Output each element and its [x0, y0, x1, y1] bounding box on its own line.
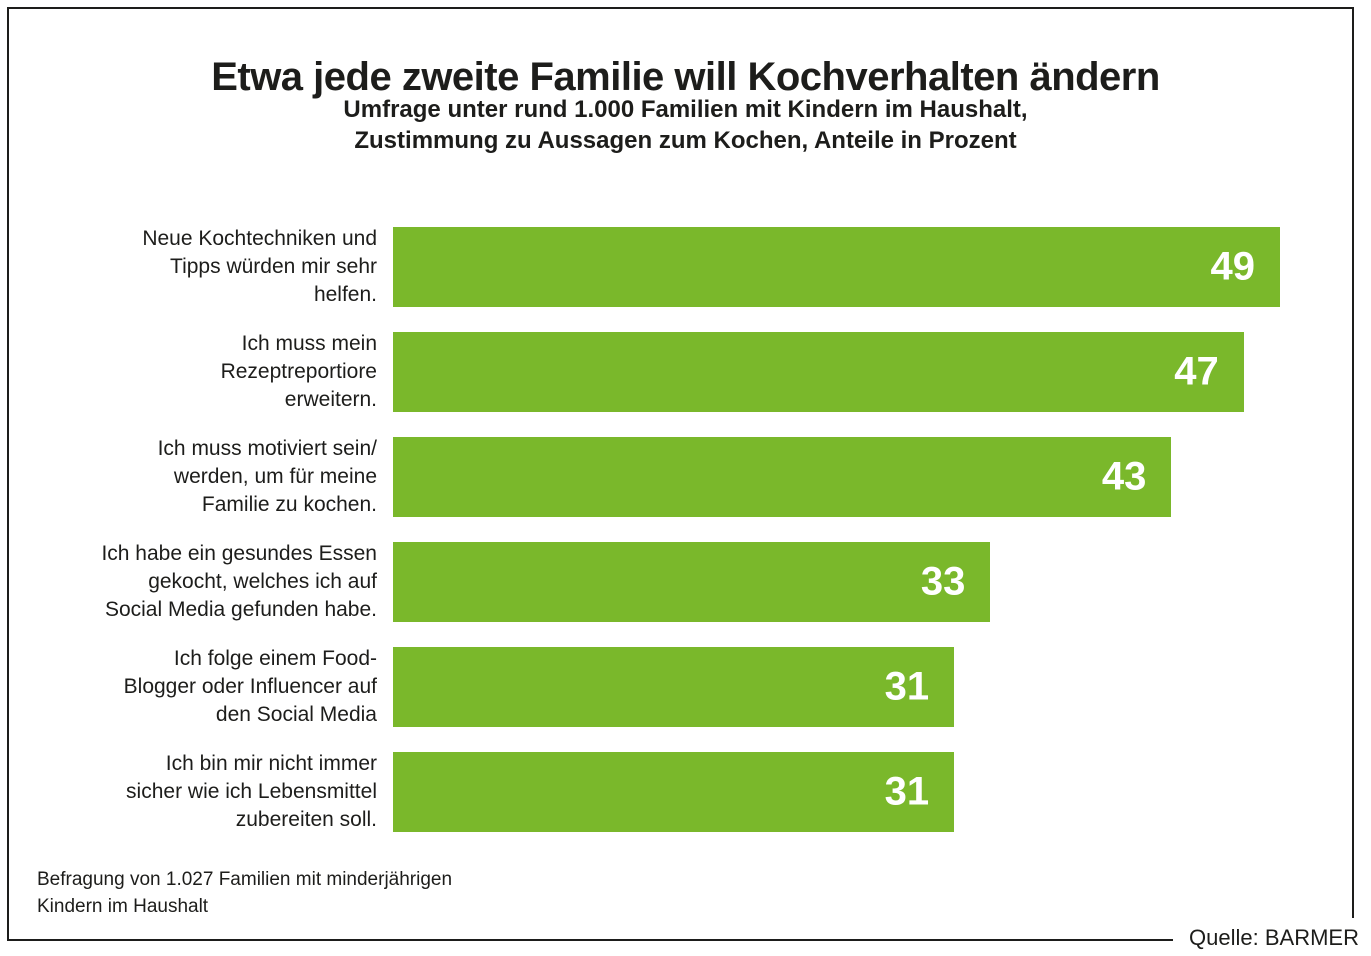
bar-row: Ich folge einem Food- Blogger oder Influ… — [40, 647, 1280, 727]
chart-frame — [7, 7, 1354, 941]
bar-category-label: Ich muss motiviert sein/ werden, um für … — [157, 437, 377, 516]
bar: 47 — [393, 332, 1244, 412]
bar-category-label: Ich habe ein gesundes Essen gekocht, wel… — [101, 542, 377, 621]
bar-category-label: Ich muss mein Rezeptreportiore erweitern… — [220, 332, 377, 411]
bar-category-label: Neue Kochtechniken und Tipps würden mir … — [142, 227, 377, 306]
bar-value-label: 43 — [1101, 454, 1147, 499]
bar-row: Ich bin mir nicht immer sicher wie ich L… — [40, 752, 1280, 832]
bar-category-label: Ich bin mir nicht immer sicher wie ich L… — [126, 752, 377, 831]
bar-chart: Neue Kochtechniken und Tipps würden mir … — [40, 227, 1280, 832]
chart-subtitle: Umfrage unter rund 1.000 Familien mit Ki… — [343, 96, 1028, 154]
bar-track: 31 — [393, 647, 1280, 727]
bar: 31 — [393, 647, 955, 727]
bar-value-label: 31 — [884, 664, 930, 709]
bar-row: Ich habe ein gesundes Essen gekocht, wel… — [40, 542, 1280, 622]
source-label: Quelle: BARMER — [1173, 918, 1359, 956]
bar-row: Ich muss mein Rezeptreportiore erweitern… — [40, 332, 1280, 412]
bar: 31 — [393, 752, 955, 832]
bar-row: Neue Kochtechniken und Tipps würden mir … — [40, 227, 1280, 307]
bar-value-label: 33 — [920, 559, 966, 604]
bar-track: 31 — [393, 752, 1280, 832]
bar-track: 47 — [393, 332, 1280, 412]
bar: 43 — [393, 437, 1172, 517]
bar: 49 — [393, 227, 1280, 307]
bar-track: 43 — [393, 437, 1280, 517]
bar-track: 49 — [393, 227, 1280, 307]
bar: 33 — [393, 542, 991, 622]
bar-track: 33 — [393, 542, 1280, 622]
footnote: Befragung von 1.027 Familien mit minderj… — [37, 869, 453, 917]
bar-category-label: Ich folge einem Food- Blogger oder Influ… — [123, 647, 377, 726]
bar-row: Ich muss motiviert sein/ werden, um für … — [40, 437, 1280, 517]
bar-value-label: 47 — [1174, 349, 1219, 394]
bar-value-label: 31 — [884, 769, 930, 814]
bar-value-label: 49 — [1210, 244, 1256, 289]
chart-title: Etwa jede zweite Familie will Kochverhal… — [211, 54, 1160, 99]
